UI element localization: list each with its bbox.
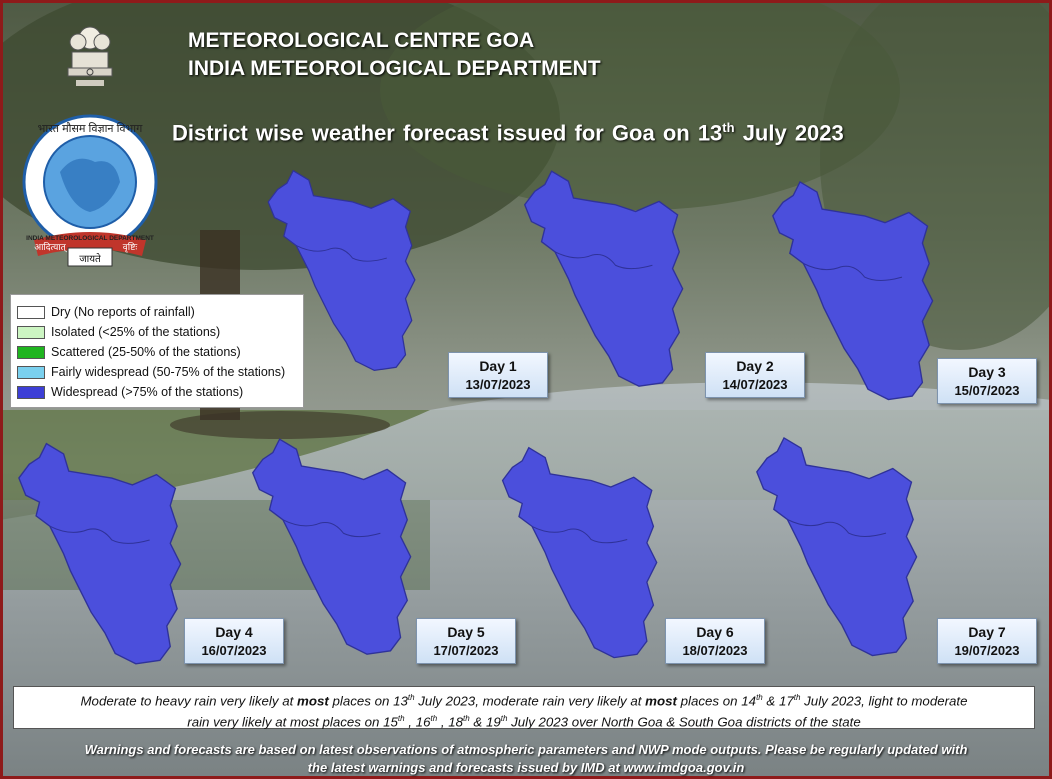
summary-text: July 2023 over North Goa & South Goa dis… (507, 714, 861, 730)
summary-sup: th (397, 714, 405, 724)
legend: Dry (No reports of rainfall) Isolated (<… (10, 294, 304, 408)
summary-sup: th (430, 714, 438, 724)
summary-bold: most (645, 693, 677, 709)
summary-text: , 16 (404, 714, 431, 730)
summary-text: , 18 (437, 714, 464, 730)
legend-label: Isolated (<25% of the stations) (51, 325, 221, 339)
legend-label: Widespread (>75% of the stations) (51, 385, 244, 399)
goa-map-day-6 (501, 446, 658, 659)
goa-map-day-1 (267, 169, 416, 372)
day-3-label: Day 3 15/07/2023 (937, 358, 1037, 404)
day-title: Day 6 (696, 624, 734, 640)
day-title: Day 7 (968, 624, 1006, 640)
imd-logo-motto-2: जायते (79, 253, 101, 265)
footer-line-2: the latest warnings and forecasts issued… (307, 760, 745, 775)
goa-map-day-2 (523, 170, 684, 387)
legend-label: Scattered (25-50% of the stations) (51, 345, 241, 359)
summary-text: & 17 (762, 693, 794, 709)
legend-swatch (17, 385, 45, 399)
summary-text: July 2023, light to moderate (800, 693, 968, 709)
department-name: INDIA METEOROLOGICAL DEPARTMENT (188, 57, 601, 80)
day-date: 19/07/2023 (954, 643, 1020, 658)
day-1-label: Day 1 13/07/2023 (448, 352, 548, 398)
summary-sup: th (407, 693, 415, 702)
day-date: 14/07/2023 (722, 377, 788, 392)
centre-name: METEOROLOGICAL CENTRE GOA (188, 29, 535, 52)
legend-label: Fairly widespread (50-75% of the station… (51, 365, 286, 379)
legend-label: Dry (No reports of rainfall) (51, 305, 195, 319)
day-4-label: Day 4 16/07/2023 (184, 618, 284, 664)
imd-logo-motto-3: वृष्टिः (123, 241, 138, 253)
day-6-label: Day 6 18/07/2023 (665, 618, 765, 664)
legend-swatch (17, 305, 45, 319)
day-5-label: Day 5 17/07/2023 (416, 618, 516, 664)
day-title: Day 3 (968, 364, 1006, 380)
legend-swatch (17, 325, 45, 339)
summary-sup: th (500, 714, 508, 724)
goa-map-day-7 (756, 436, 918, 657)
forecast-summary: Moderate to heavy rain very likely at mo… (13, 686, 1035, 730)
imd-logo-motto-1: आदित्यात् (34, 241, 68, 253)
imd-logo-icon: भारत मौसम विज्ञान विभाग INDIA METEOROLOG… (22, 114, 158, 267)
summary-text: Moderate to heavy rain very likely at (80, 693, 298, 709)
title-superscript: th (722, 120, 735, 135)
summary-text: rain very likely at most places on 15 (187, 714, 398, 730)
summary-sup: th (793, 693, 801, 702)
day-date: 17/07/2023 (433, 643, 499, 658)
summary-sup: th (463, 714, 470, 724)
day-date: 16/07/2023 (201, 643, 267, 658)
legend-item-scattered: Scattered (25-50% of the stations) (17, 343, 241, 361)
title-text-end: July 2023 (734, 120, 844, 146)
legend-item-widespread: Widespread (>75% of the stations) (17, 383, 243, 401)
goa-map-day-4 (18, 442, 182, 665)
day-7-label: Day 7 19/07/2023 (937, 618, 1037, 664)
footer-line-1: Warnings and forecasts are based on late… (84, 742, 968, 757)
day-title: Day 4 (215, 624, 253, 640)
page-title: District wise weather forecast issued fo… (172, 120, 844, 146)
day-title: Day 1 (479, 358, 517, 374)
summary-text: places on 13 (328, 693, 408, 709)
title-text: District wise weather forecast issued fo… (172, 120, 723, 146)
summary-sup: th (756, 693, 763, 702)
day-date: 15/07/2023 (954, 383, 1020, 398)
summary-text: & 19 (469, 714, 501, 730)
summary-text: July 2023, moderate rain very likely at (414, 693, 646, 709)
day-title: Day 2 (736, 358, 774, 374)
day-date: 18/07/2023 (682, 643, 748, 658)
goa-map-day-5 (251, 438, 412, 655)
disclaimer-footer: Warnings and forecasts are based on late… (20, 741, 1032, 777)
day-date: 13/07/2023 (465, 377, 531, 392)
state-emblem-icon (67, 26, 113, 86)
goa-map-day-3 (772, 180, 934, 401)
summary-text: places on 14 (676, 693, 757, 709)
legend-item-fairly-widespread: Fairly widespread (50-75% of the station… (17, 363, 285, 381)
legend-swatch (17, 345, 45, 359)
imd-logo-top-text: भारत मौसम विज्ञान विभाग (38, 122, 143, 135)
day-title: Day 5 (447, 624, 485, 640)
summary-bold: most (297, 693, 329, 709)
legend-item-isolated: Isolated (<25% of the stations) (17, 323, 220, 341)
legend-item-dry: Dry (No reports of rainfall) (17, 303, 195, 321)
legend-swatch (17, 365, 45, 379)
day-2-label: Day 2 14/07/2023 (705, 352, 805, 398)
imd-logo-ring-text: INDIA METEOROLOGICAL DEPARTMENT (26, 235, 154, 242)
